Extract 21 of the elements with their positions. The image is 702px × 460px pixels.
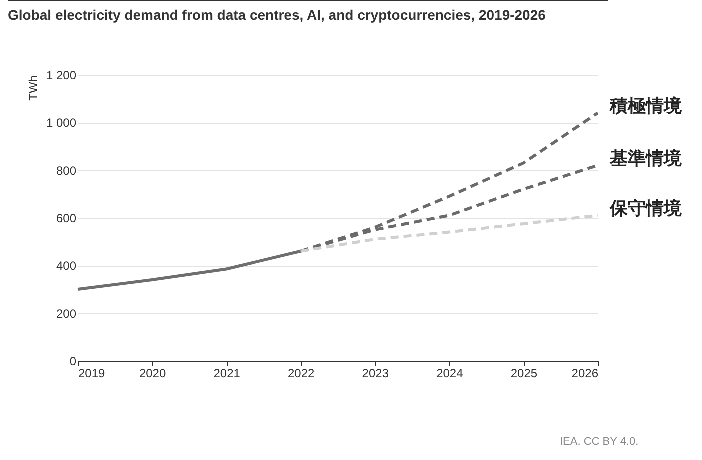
x-tick-label: 2026 [572, 366, 599, 380]
text: IEA. CC BY 4.0. [560, 436, 639, 448]
y-tick-label: 1 000 [46, 116, 77, 130]
series-label: 積極情境 [609, 96, 682, 118]
y-tick-label: 0 [70, 354, 77, 368]
y-tick-label: 400 [56, 259, 77, 274]
chart-title: Global electricity demand from data centres, AI, and cryptocurrencies, 2019-2026 [8, 0, 608, 23]
y-tick-label: 600 [56, 212, 77, 226]
x-tick-label: 2019 [78, 366, 106, 380]
y-tick-label: 800 [56, 164, 77, 178]
x-tick-label: 2025 [510, 366, 538, 380]
series-label: 保守情境 [609, 198, 682, 220]
x-tick-label: 2020 [139, 366, 166, 380]
x-tick-label: 2024 [436, 366, 464, 380]
x-tick-label: 2023 [362, 366, 390, 380]
y-axis-title: TWh [26, 76, 40, 101]
x-tick-label: 2021 [214, 366, 241, 380]
y-tick-label: 1 200 [46, 68, 77, 82]
x-tick-label: 2022 [288, 366, 316, 380]
y-tick-label: 200 [56, 306, 77, 321]
series-label: 基準情境 [609, 148, 682, 170]
